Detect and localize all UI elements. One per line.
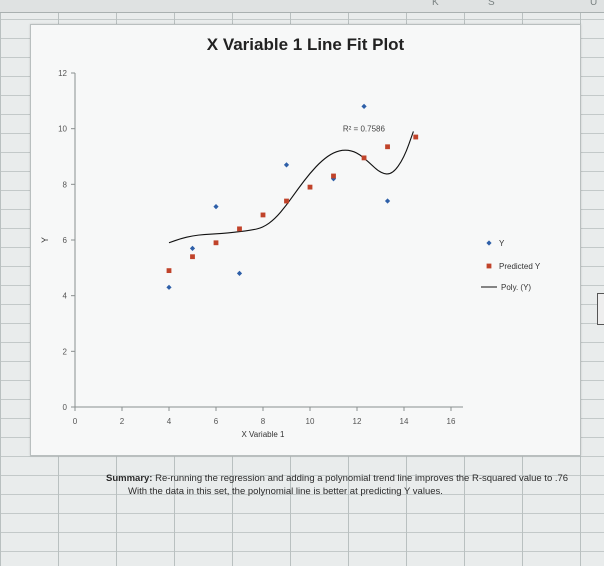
data-point-predicted-y[interactable]: [213, 240, 219, 246]
x-axis-label: X Variable 1: [242, 430, 286, 439]
trendline-poly: [168, 131, 414, 244]
data-point-y[interactable]: [166, 284, 172, 290]
legend-marker-y: [486, 240, 492, 246]
summary-line-2: With the data in this set, the polynomia…: [128, 486, 443, 497]
column-letter[interactable]: K: [432, 0, 439, 8]
data-point-y[interactable]: [283, 162, 290, 168]
data-point-predicted-y[interactable]: [307, 184, 313, 190]
data-point-y[interactable]: [213, 204, 219, 210]
data-point-y[interactable]: [236, 270, 243, 276]
data-point-predicted-y[interactable]: [260, 212, 266, 218]
resize-handle[interactable]: [597, 293, 604, 325]
x-tick-label: 0: [73, 417, 78, 426]
legend-label-y: Y: [499, 239, 505, 248]
x-tick-label: 16: [447, 417, 456, 426]
x-tick-label: 2: [120, 417, 125, 426]
column-letter[interactable]: U: [590, 0, 598, 8]
data-point-y[interactable]: [189, 245, 196, 251]
summary-text: Summary: Re-running the regression and a…: [106, 472, 586, 498]
legend-label-predicted-y: Predicted Y: [499, 262, 541, 271]
x-tick-label: 12: [353, 417, 362, 426]
x-tick-label: 10: [306, 417, 315, 426]
y-tick-label: 6: [63, 236, 68, 245]
y-tick-label: 0: [63, 403, 68, 412]
data-point-predicted-y[interactable]: [385, 144, 390, 150]
y-tick-label: 12: [58, 69, 67, 78]
data-point-y[interactable]: [384, 198, 391, 204]
data-point-predicted-y[interactable]: [413, 134, 419, 140]
column-letter[interactable]: S: [488, 0, 495, 8]
data-point-predicted-y[interactable]: [361, 155, 367, 161]
data-point-predicted-y[interactable]: [331, 173, 336, 179]
chart-svg: 0 2 4 6 8 10 12 14 16 0 2 4 6 8 10 12 X Variable 1 Y R² = …: [40, 69, 541, 439]
data-point-predicted-y[interactable]: [190, 254, 195, 260]
x-tick-label: 8: [261, 417, 266, 426]
x-tick-label: 6: [214, 417, 219, 426]
legend-label-poly: Poly. (Y): [501, 283, 531, 292]
y-tick-label: 4: [63, 292, 68, 301]
legend-marker-predicted-y: [486, 263, 492, 269]
y-tick-label: 2: [63, 347, 68, 356]
data-point-predicted-y[interactable]: [237, 226, 242, 232]
r-squared-label: R² = 0.7586: [343, 125, 386, 134]
summary-label: Summary:: [106, 473, 153, 484]
data-point-predicted-y[interactable]: [284, 198, 289, 204]
y-tick-label: 10: [58, 125, 67, 134]
column-header-bar: K S U: [0, 0, 604, 13]
chart-title: X Variable 1 Line Fit Plot: [206, 35, 405, 54]
y-axis-label: Y: [40, 237, 50, 243]
chart-area[interactable]: X Variable 1 Line Fit Plot 0 2 4 6 8 10 12 14 16…: [30, 24, 581, 456]
data-point-y[interactable]: [361, 103, 367, 109]
summary-line-1: Re-running the regression and adding a p…: [152, 473, 569, 484]
x-tick-label: 14: [400, 417, 409, 426]
x-tick-label: 4: [167, 417, 172, 426]
y-tick-label: 8: [63, 180, 68, 189]
data-point-predicted-y[interactable]: [166, 268, 172, 274]
